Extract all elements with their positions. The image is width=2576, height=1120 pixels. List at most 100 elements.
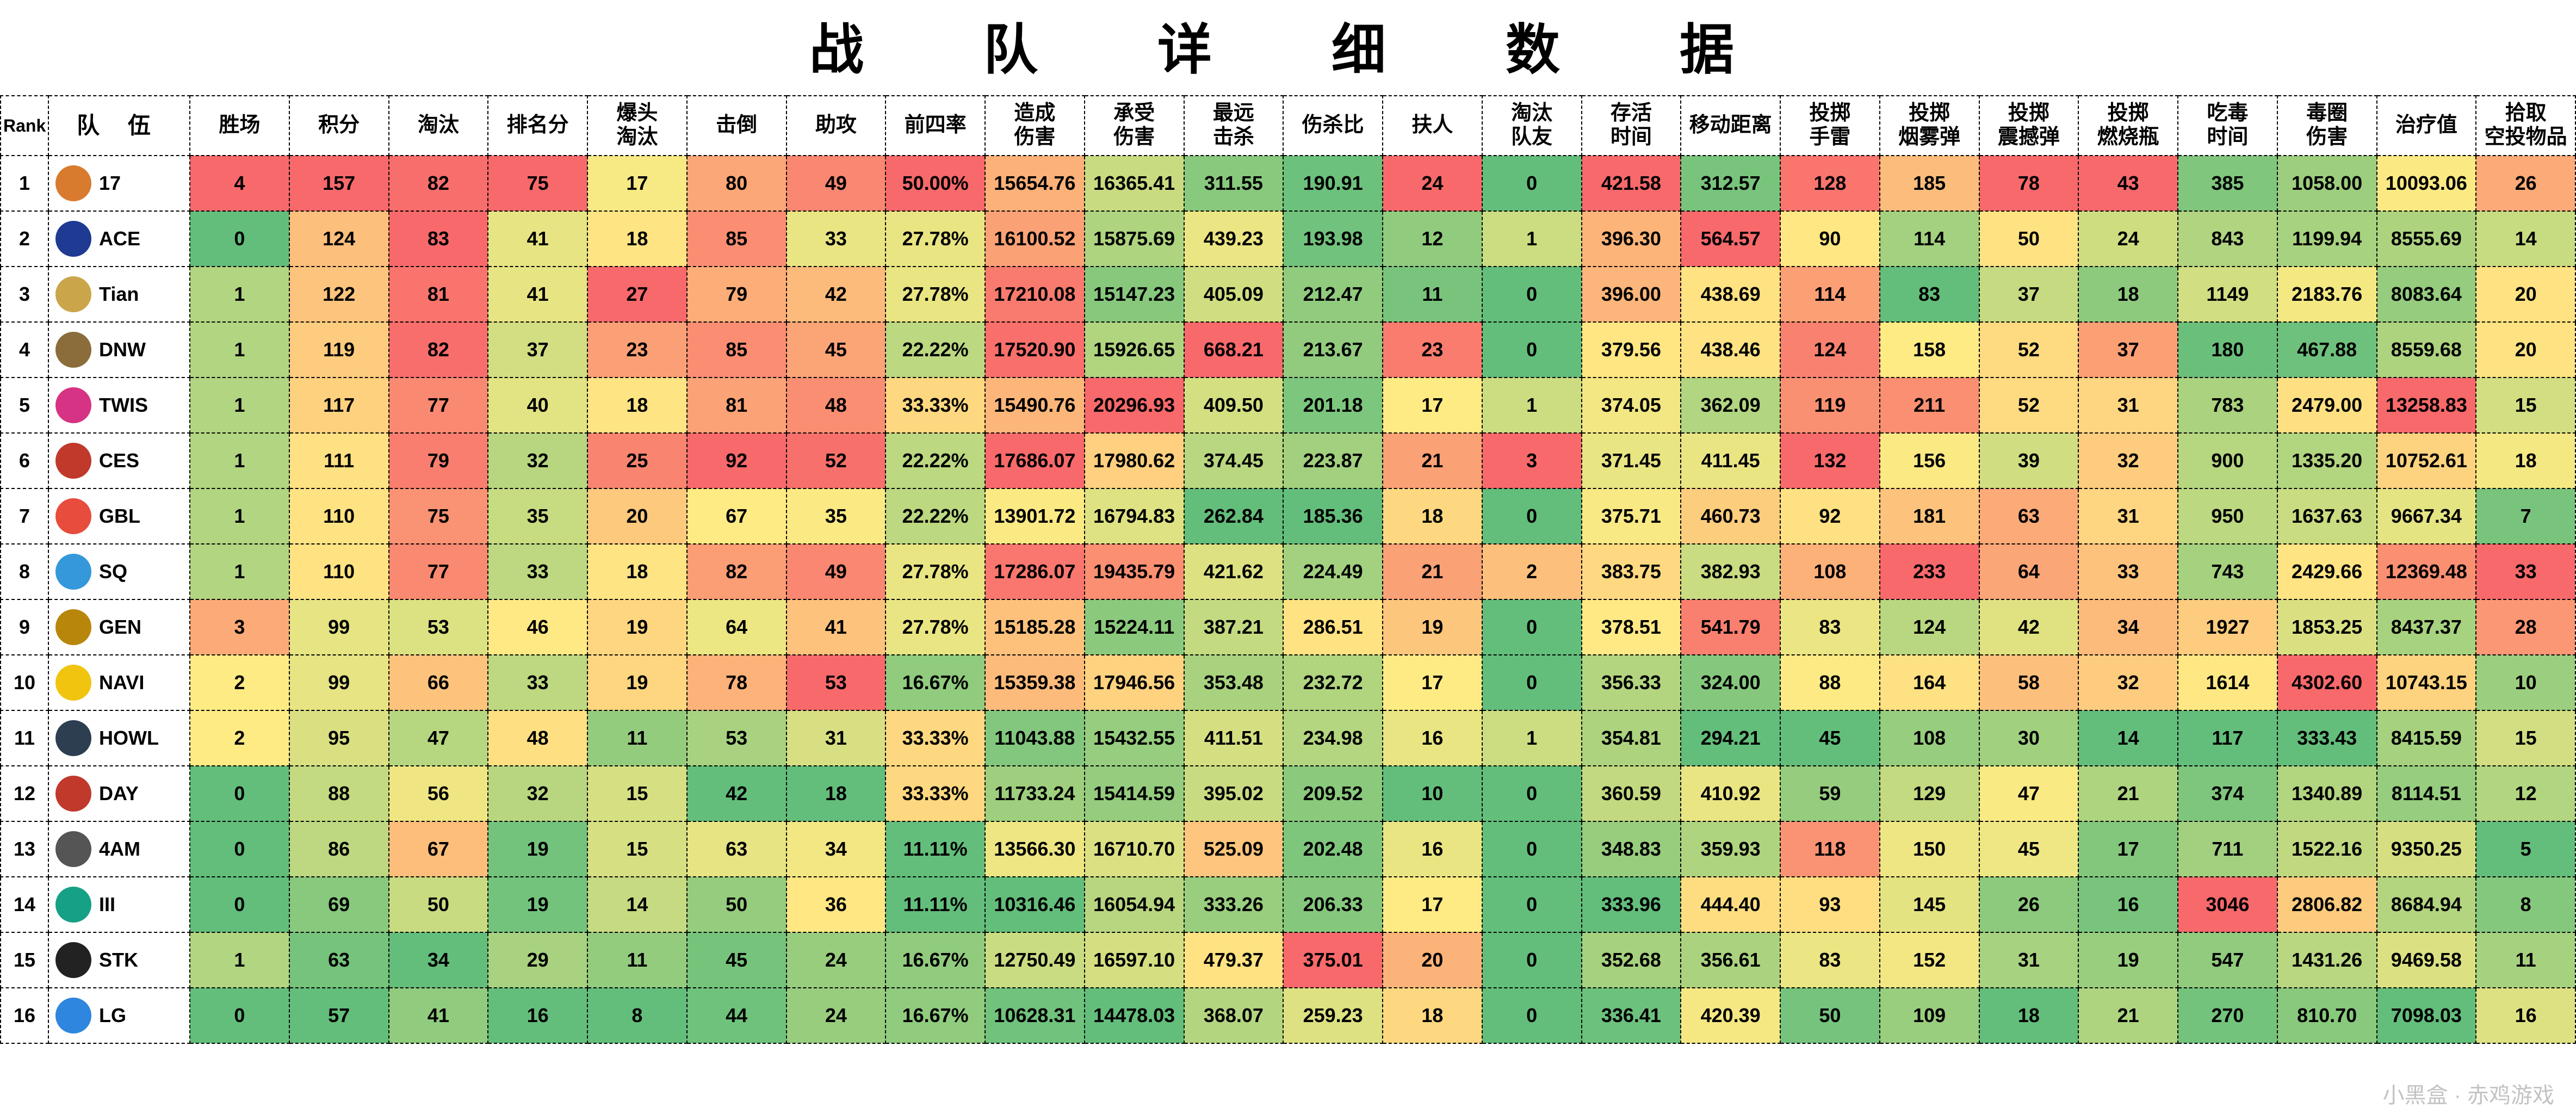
cell-dmg_taken: 15875.69 (1085, 211, 1184, 267)
team-logo-icon (55, 609, 91, 645)
cell-revive: 18 (1383, 488, 1482, 544)
cell-team: DAY (48, 766, 190, 821)
cell-knock: 79 (687, 267, 787, 322)
cell-alive: 383.75 (1582, 544, 1681, 599)
cell-teamkill: 1 (1482, 211, 1582, 267)
cell-smoke: 129 (1880, 766, 1979, 821)
cell-kd: 202.48 (1283, 821, 1383, 877)
cell-rank: 12 (1, 766, 48, 821)
cell-blue_dmg: 2429.66 (2277, 544, 2377, 599)
cell-placement: 33 (488, 655, 587, 710)
cell-move: 410.92 (1681, 766, 1780, 821)
table-row: 10NAVI299663319785316.67%15359.3817946.5… (1, 655, 2575, 710)
cell-alive: 421.58 (1582, 156, 1681, 211)
team-logo-icon (55, 387, 91, 423)
cell-frag: 132 (1780, 433, 1880, 488)
cell-blue_time: 711 (2178, 821, 2277, 877)
team-logo-icon (55, 498, 91, 534)
cell-frag: 83 (1780, 932, 1880, 988)
cell-blue_dmg: 2806.82 (2277, 877, 2377, 932)
cell-revive: 20 (1383, 932, 1482, 988)
col-alive: 存活时间 (1582, 96, 1681, 156)
cell-blue_time: 374 (2178, 766, 2277, 821)
team-name: STK (99, 949, 138, 972)
cell-revive: 10 (1383, 766, 1482, 821)
cell-stun: 42 (1979, 599, 2079, 655)
cell-smoke: 211 (1880, 378, 1979, 433)
cell-long_kill: 311.55 (1184, 156, 1284, 211)
cell-molly: 14 (2078, 710, 2178, 766)
cell-long_kill: 333.26 (1184, 877, 1284, 932)
cell-teamkill: 0 (1482, 821, 1582, 877)
cell-points: 119 (289, 322, 389, 378)
cell-dmg_dealt: 16100.52 (985, 211, 1085, 267)
col-assist: 助攻 (787, 96, 886, 156)
cell-assist: 31 (787, 710, 886, 766)
cell-heal: 10752.61 (2377, 433, 2476, 488)
cell-alive: 356.33 (1582, 655, 1681, 710)
cell-rank: 6 (1, 433, 48, 488)
cell-smoke: 114 (1880, 211, 1979, 267)
cell-smoke: 152 (1880, 932, 1979, 988)
cell-teamkill: 0 (1482, 599, 1582, 655)
cell-stun: 30 (1979, 710, 2079, 766)
cell-assist: 18 (787, 766, 886, 821)
cell-wins: 1 (190, 433, 289, 488)
cell-points: 117 (289, 378, 389, 433)
cell-placement: 41 (488, 267, 587, 322)
team-logo-icon (55, 276, 91, 312)
cell-frag: 45 (1780, 710, 1880, 766)
col-dmg_taken: 承受伤害 (1085, 96, 1184, 156)
team-name: GBL (99, 505, 140, 528)
team-logo-icon (55, 221, 91, 257)
cell-blue_dmg: 1522.16 (2277, 821, 2377, 877)
table-row: 16LG05741168442416.67%10628.3114478.0336… (1, 988, 2575, 1043)
cell-alive: 375.71 (1582, 488, 1681, 544)
cell-knock: 64 (687, 599, 787, 655)
cell-placement: 32 (488, 766, 587, 821)
team-logo-icon (55, 887, 91, 923)
team-name: III (99, 893, 115, 916)
cell-knock: 92 (687, 433, 787, 488)
cell-headshot: 18 (587, 378, 687, 433)
cell-elim: 81 (389, 267, 488, 322)
col-kd: 伤杀比 (1283, 96, 1383, 156)
team-name: DNW (99, 338, 146, 361)
cell-assist: 42 (787, 267, 886, 322)
cell-dmg_dealt: 15185.28 (985, 599, 1085, 655)
cell-headshot: 15 (587, 821, 687, 877)
cell-top4: 27.78% (886, 599, 985, 655)
cell-revive: 18 (1383, 988, 1482, 1043)
col-revive: 扶人 (1383, 96, 1482, 156)
team-name: Tian (99, 283, 139, 306)
cell-frag: 93 (1780, 877, 1880, 932)
cell-wins: 1 (190, 544, 289, 599)
cell-frag: 92 (1780, 488, 1880, 544)
cell-stun: 26 (1979, 877, 2079, 932)
col-blue_time: 吃毒时间 (2178, 96, 2277, 156)
cell-teamkill: 2 (1482, 544, 1582, 599)
cell-rank: 7 (1, 488, 48, 544)
cell-elim: 34 (389, 932, 488, 988)
cell-dmg_taken: 16710.70 (1085, 821, 1184, 877)
cell-rank: 14 (1, 877, 48, 932)
cell-blue_time: 1614 (2178, 655, 2277, 710)
cell-assist: 49 (787, 544, 886, 599)
cell-headshot: 14 (587, 877, 687, 932)
cell-team: III (48, 877, 190, 932)
cell-revive: 21 (1383, 433, 1482, 488)
cell-long_kill: 479.37 (1184, 932, 1284, 988)
cell-knock: 42 (687, 766, 787, 821)
cell-headshot: 11 (587, 710, 687, 766)
cell-kd: 224.49 (1283, 544, 1383, 599)
cell-team: SQ (48, 544, 190, 599)
cell-teamkill: 0 (1482, 988, 1582, 1043)
cell-alive: 379.56 (1582, 322, 1681, 378)
cell-wins: 1 (190, 488, 289, 544)
cell-airdrop: 20 (2476, 322, 2575, 378)
cell-headshot: 23 (587, 322, 687, 378)
cell-dmg_dealt: 15654.76 (985, 156, 1085, 211)
cell-elim: 79 (389, 433, 488, 488)
col-molly: 投掷燃烧瓶 (2078, 96, 2178, 156)
cell-team: HOWL (48, 710, 190, 766)
